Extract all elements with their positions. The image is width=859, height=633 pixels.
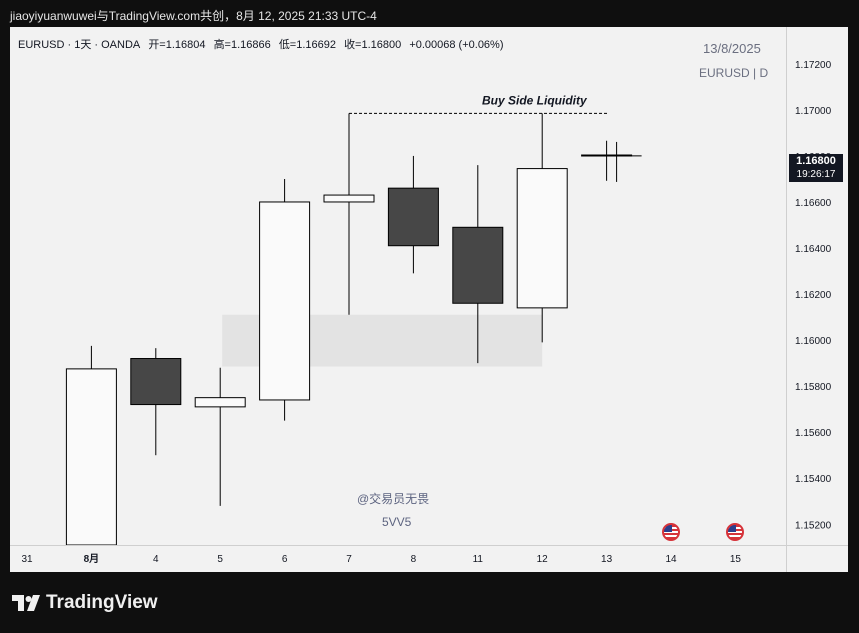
candle-bear — [130, 358, 182, 406]
y-tick-label: 1.16200 — [795, 290, 832, 301]
y-tick-label: 1.15800 — [795, 382, 832, 393]
buy-side-liquidity-label: Buy Side Liquidity — [482, 93, 588, 107]
x-tick-label: 8 — [411, 554, 417, 565]
x-tick-label: 7 — [346, 554, 352, 565]
candle-bear — [452, 226, 504, 304]
high-value: 高=1.16866 — [213, 39, 271, 51]
tradingview-logo-icon — [12, 595, 40, 611]
x-tick-label: 13 — [601, 554, 613, 565]
brand-name: TradingView — [46, 592, 158, 613]
y-tick-label: 1.17000 — [795, 106, 832, 117]
us-flag-icon[interactable] — [726, 523, 744, 541]
candlestick-chart[interactable]: Buy Side Liquidity1.172001.170001.168001… — [10, 27, 848, 572]
x-tick-label: 8月 — [84, 553, 100, 565]
candle-bull — [65, 368, 117, 546]
x-tick-label: 12 — [537, 554, 549, 565]
symbol-label[interactable]: EURUSD · 1天 · OANDA — [18, 39, 141, 51]
bar-countdown: 19:26:17 — [796, 169, 836, 180]
x-tick-label: 5 — [217, 554, 223, 565]
open-value: 开=1.16804 — [148, 39, 206, 51]
last-price: 1.16800 — [796, 155, 836, 167]
low-value: 低=1.16692 — [278, 39, 336, 51]
author-handle: @交易员无畏 — [357, 492, 430, 506]
close-value: 收=1.16800 — [344, 39, 402, 51]
tradingview-brand[interactable]: TradingView — [12, 592, 158, 614]
y-tick-label: 1.16600 — [795, 198, 832, 209]
candle-bull — [259, 201, 311, 401]
y-tick-label: 1.15400 — [795, 474, 832, 485]
x-tick-label: 11 — [473, 554, 484, 565]
x-tick-label: 14 — [665, 554, 677, 565]
y-tick-label: 1.15600 — [795, 428, 832, 439]
time-axis-separator — [10, 545, 848, 546]
watermark-symbol: EURUSD | D — [699, 66, 769, 80]
candle-bull — [323, 194, 375, 203]
change-value: +0.00068 (+0.06%) — [409, 39, 504, 51]
y-tick-label: 1.16000 — [795, 336, 832, 347]
ohlc-header: EURUSD · 1天 · OANDA 开=1.16804 高=1.16866 … — [18, 36, 509, 52]
chart-caption: jiaoyiyuanwuwei与TradingView.com共创，8月 12,… — [10, 9, 377, 23]
y-tick-label: 1.15200 — [795, 520, 832, 531]
us-flag-icon[interactable] — [662, 523, 680, 541]
candle-bear — [387, 187, 439, 247]
x-tick-label: 6 — [282, 554, 288, 565]
last-price-badge: 1.16800 19:26:17 — [789, 154, 843, 182]
price-axis-separator — [786, 27, 787, 572]
x-tick-label: 4 — [153, 554, 159, 565]
candle-bull — [516, 168, 568, 309]
author-tag: 5VV5 — [382, 515, 412, 529]
candle-bull — [194, 397, 246, 408]
y-tick-label: 1.17200 — [795, 60, 832, 71]
x-tick-label: 15 — [730, 554, 742, 565]
x-tick-label: 31 — [21, 554, 33, 565]
y-tick-label: 1.16400 — [795, 244, 832, 255]
watermark-date: 13/8/2025 — [703, 41, 761, 56]
chart-frame[interactable]: Buy Side Liquidity1.172001.170001.168001… — [10, 27, 848, 572]
